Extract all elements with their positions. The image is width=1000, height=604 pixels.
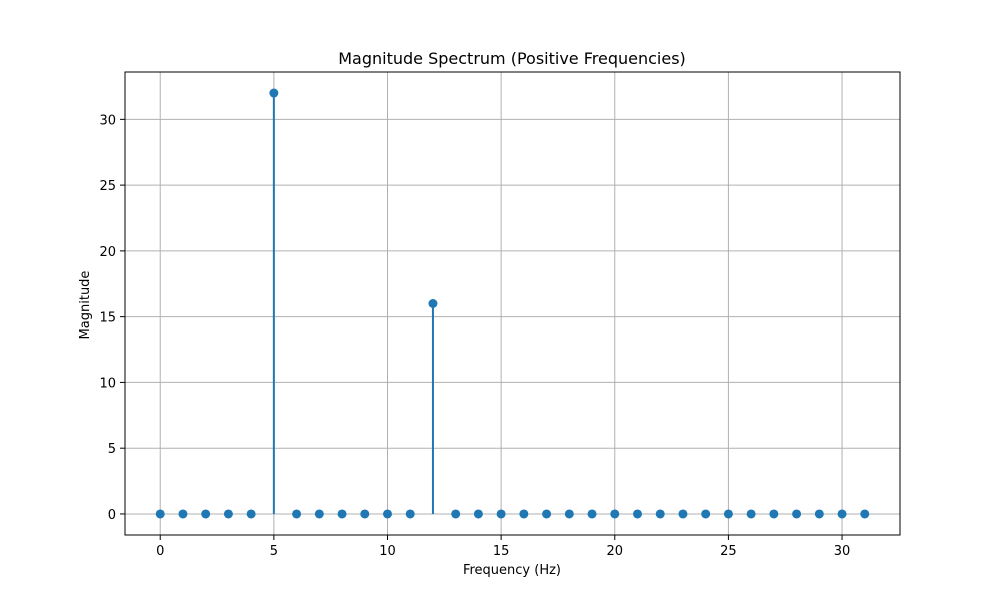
stem-marker [792, 509, 802, 519]
stem-marker [314, 509, 324, 519]
y-tick-label: 20 [99, 245, 116, 260]
stem-marker [564, 509, 574, 519]
stem-marker [360, 509, 370, 519]
stem-marker [542, 509, 552, 519]
stem-marker [723, 509, 733, 519]
stem-marker [405, 509, 415, 519]
stem-marker [155, 509, 165, 519]
stem-marker [496, 509, 506, 519]
y-tick-label: 25 [99, 179, 116, 194]
grid-layer [125, 72, 900, 535]
y-tick-label: 10 [99, 376, 116, 391]
stem-marker [678, 509, 688, 519]
x-tick-label: 10 [379, 544, 396, 559]
stem-marker [860, 509, 870, 519]
chart-title: Magnitude Spectrum (Positive Frequencies… [338, 49, 686, 68]
x-tick-label: 15 [493, 544, 510, 559]
y-axis-label: Magnitude [78, 271, 93, 340]
x-tick-label: 5 [270, 544, 278, 559]
x-tick-label: 30 [834, 544, 851, 559]
y-tick-label: 15 [99, 311, 116, 326]
stem-marker [451, 509, 461, 519]
stem-marker [223, 509, 233, 519]
x-tick-label: 0 [156, 544, 164, 559]
stem-marker [633, 509, 642, 519]
x-tick-label: 25 [720, 544, 737, 559]
stem-marker [837, 509, 847, 519]
stem-marker [246, 509, 256, 519]
x-axis-label: Frequency (Hz) [463, 563, 561, 578]
stem-marker [201, 509, 211, 519]
ticks-layer: 0 5 10 15 20 25 30 0 5 10 15 20 25 30 [99, 113, 850, 559]
y-tick-label: 0 [108, 508, 116, 523]
stem-marker [610, 509, 620, 519]
stem-marker [814, 509, 824, 519]
plot-frame [124, 71, 901, 536]
y-tick-label: 5 [108, 442, 116, 457]
stem-marker [519, 509, 529, 519]
stem-marker [473, 509, 483, 519]
stem-marker [428, 299, 438, 308]
stem-marker [178, 509, 188, 519]
stem-marker [746, 509, 756, 519]
stem-marker [292, 509, 302, 519]
axes-frame [124, 71, 901, 536]
x-tick-label: 20 [606, 544, 623, 559]
stem-marker [269, 88, 279, 98]
stem-marker [337, 509, 347, 519]
stem-marker [701, 509, 711, 519]
stem-marker [655, 509, 665, 519]
stem-marker [587, 509, 597, 519]
stems-layer [155, 88, 870, 519]
y-tick-label: 30 [99, 113, 116, 128]
stem-marker [383, 509, 392, 519]
stem-marker [769, 509, 779, 519]
